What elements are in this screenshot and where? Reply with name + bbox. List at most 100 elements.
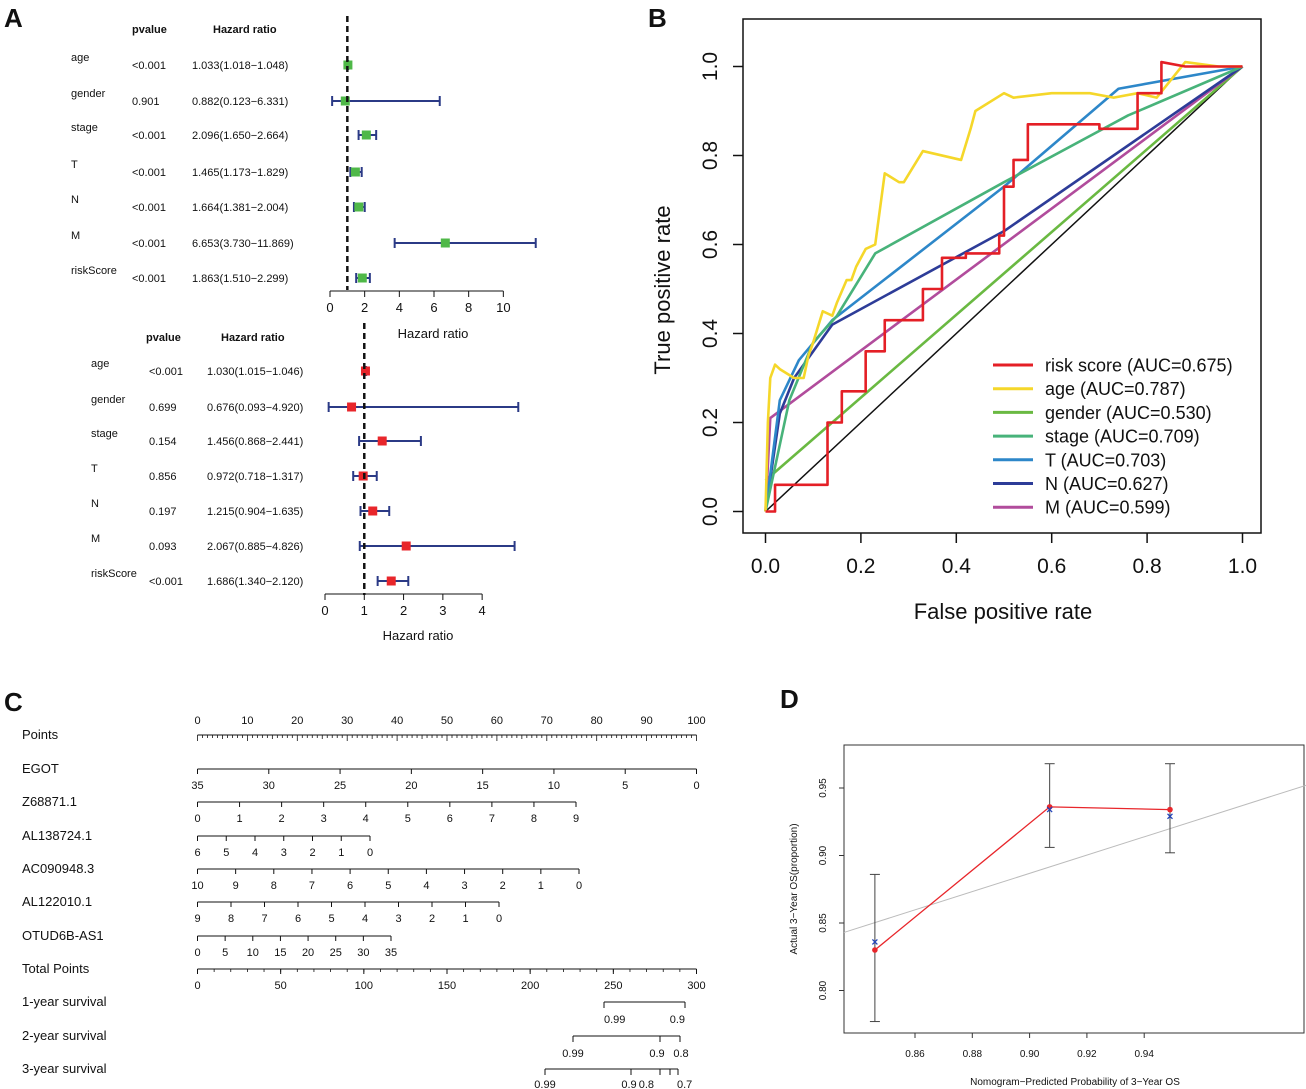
panel-label-a: A [4, 3, 23, 33]
x-tick-label: 0.86 [905, 1049, 925, 1060]
nomogram-tick-label: 10 [247, 947, 259, 959]
nomogram-tick-label: 4 [423, 880, 429, 892]
survival-tick-label: 0.9 [649, 1048, 664, 1060]
nomogram-tick-label: 15 [274, 947, 286, 959]
nomogram-row-label: AC090948.3 [22, 861, 94, 876]
nomogram-tick-label: 0 [194, 947, 200, 959]
points-tick-label: 60 [491, 715, 503, 727]
row-pvalue: <0.001 [132, 167, 166, 179]
nomogram-row-label: AL122010.1 [22, 894, 92, 909]
plot-frame [742, 18, 1262, 534]
legend-label: M (AUC=0.599) [1045, 498, 1171, 518]
row-label: age [91, 358, 109, 370]
nomogram-tick-label: 10 [548, 780, 560, 792]
nomogram-tick-label: 10 [191, 880, 203, 892]
row-hr-text: 0.676(0.093−4.920) [207, 402, 303, 414]
points-tick-label: 30 [341, 715, 353, 727]
points-tick-label: 90 [640, 715, 652, 727]
row-label: M [91, 533, 100, 545]
nomogram-tick-label: 35 [385, 947, 397, 959]
hr-marker [401, 541, 411, 551]
row-label: riskScore [91, 568, 137, 580]
nomogram-tick-label: 1 [338, 847, 344, 859]
nomogram-row-label: Z68871.1 [22, 794, 77, 809]
hr-marker [361, 130, 371, 140]
observed-point [1167, 806, 1173, 813]
survival-tick-label: 0.99 [604, 1014, 625, 1026]
nomogram-tick-label: 25 [330, 947, 342, 959]
row-hr-text: 1.033(1.018−1.048) [192, 60, 288, 72]
row-pvalue: <0.001 [132, 130, 166, 142]
diagonal-reference [764, 65, 1244, 513]
row-pvalue: 0.699 [149, 402, 177, 414]
header-hazard-ratio: Hazard ratio [221, 332, 285, 344]
calibration-line [874, 806, 1170, 951]
row-pvalue: <0.001 [132, 202, 166, 214]
y-tick-label: 0.6 [699, 230, 722, 259]
y-tick-label: 0.2 [699, 408, 722, 437]
nomogram-tick-label: 4 [362, 913, 368, 925]
row-hr-text: 0.882(0.123−6.331) [192, 96, 288, 108]
survival-tick-label: 0.9 [670, 1014, 685, 1026]
x-tick-label: 0.6 [1037, 555, 1066, 578]
points-tick-label: 20 [291, 715, 303, 727]
y-tick-label: 0.4 [699, 319, 722, 349]
nomogram-row-label: 1-year survival [22, 994, 107, 1009]
row-pvalue: 0.154 [149, 436, 177, 448]
hr-marker [368, 506, 378, 516]
y-tick-label: 0.8 [699, 141, 722, 170]
x-tick-label: 2 [361, 300, 368, 315]
points-tick-label: 10 [241, 715, 253, 727]
panel-label-c: C [4, 687, 23, 717]
y-tick-label: 0.95 [818, 778, 829, 798]
legend-label: gender (AUC=0.530) [1045, 403, 1212, 423]
nomogram-row-label: OTUD6B-AS1 [22, 928, 104, 943]
row-label: N [91, 498, 99, 510]
y-tick-label: 0.80 [818, 980, 829, 1000]
points-tick-label: 0 [194, 715, 200, 727]
nomogram-tick-label: 4 [363, 813, 369, 825]
nomogram-tick-label: 6 [447, 813, 453, 825]
row-label: stage [91, 428, 118, 440]
nomogram-tick-label: 8 [271, 880, 277, 892]
nomogram-tick-label: 300 [687, 980, 705, 992]
nomogram-tick-label: 1 [538, 880, 544, 892]
nomogram-tick-label: 15 [477, 780, 489, 792]
nomogram-tick-label: 1 [236, 813, 242, 825]
bias-corrected-mark [871, 938, 878, 945]
points-tick-label: 50 [441, 715, 453, 727]
hr-marker [357, 273, 367, 283]
row-pvalue: 0.197 [149, 506, 177, 518]
nomogram-tick-label: 5 [385, 880, 391, 892]
nomogram-tick-label: 9 [573, 813, 579, 825]
nomogram-tick-label: 30 [357, 947, 369, 959]
roc-curve-risk-score [765, 60, 1243, 513]
x-tick-label: 3 [439, 603, 446, 618]
nomogram-tick-label: 4 [252, 847, 258, 859]
nomogram-tick-label: 7 [309, 880, 315, 892]
row-label: gender [71, 88, 106, 100]
panel-label-b: B [648, 3, 667, 33]
legend-label: stage (AUC=0.709) [1045, 427, 1200, 447]
points-tick-label: 80 [591, 715, 603, 727]
nomogram-tick-label: 250 [604, 980, 622, 992]
row-pvalue: 0.901 [132, 96, 160, 108]
nomogram-tick-label: 8 [228, 913, 234, 925]
nomogram-tick-label: 0 [367, 847, 373, 859]
row-hr-text: 1.456(0.868−2.441) [207, 436, 303, 448]
hr-marker [350, 167, 360, 177]
nomogram-row-label: Points [22, 727, 59, 742]
nomogram-tick-label: 6 [194, 847, 200, 859]
row-hr-text: 2.067(0.885−4.826) [207, 541, 303, 553]
hr-marker [377, 436, 387, 446]
x-tick-label: 0 [326, 300, 333, 315]
row-label: N [71, 194, 79, 206]
points-tick-label: 40 [391, 715, 403, 727]
nomogram-tick-label: 35 [191, 780, 203, 792]
row-hr-text: 1.465(1.173−1.829) [192, 167, 288, 179]
bias-corrected-mark [1167, 813, 1173, 820]
nomogram-tick-label: 6 [347, 880, 353, 892]
nomogram-tick-label: 0 [194, 980, 200, 992]
nomogram-tick-label: 30 [263, 780, 275, 792]
nomogram-tick-label: 9 [233, 880, 239, 892]
